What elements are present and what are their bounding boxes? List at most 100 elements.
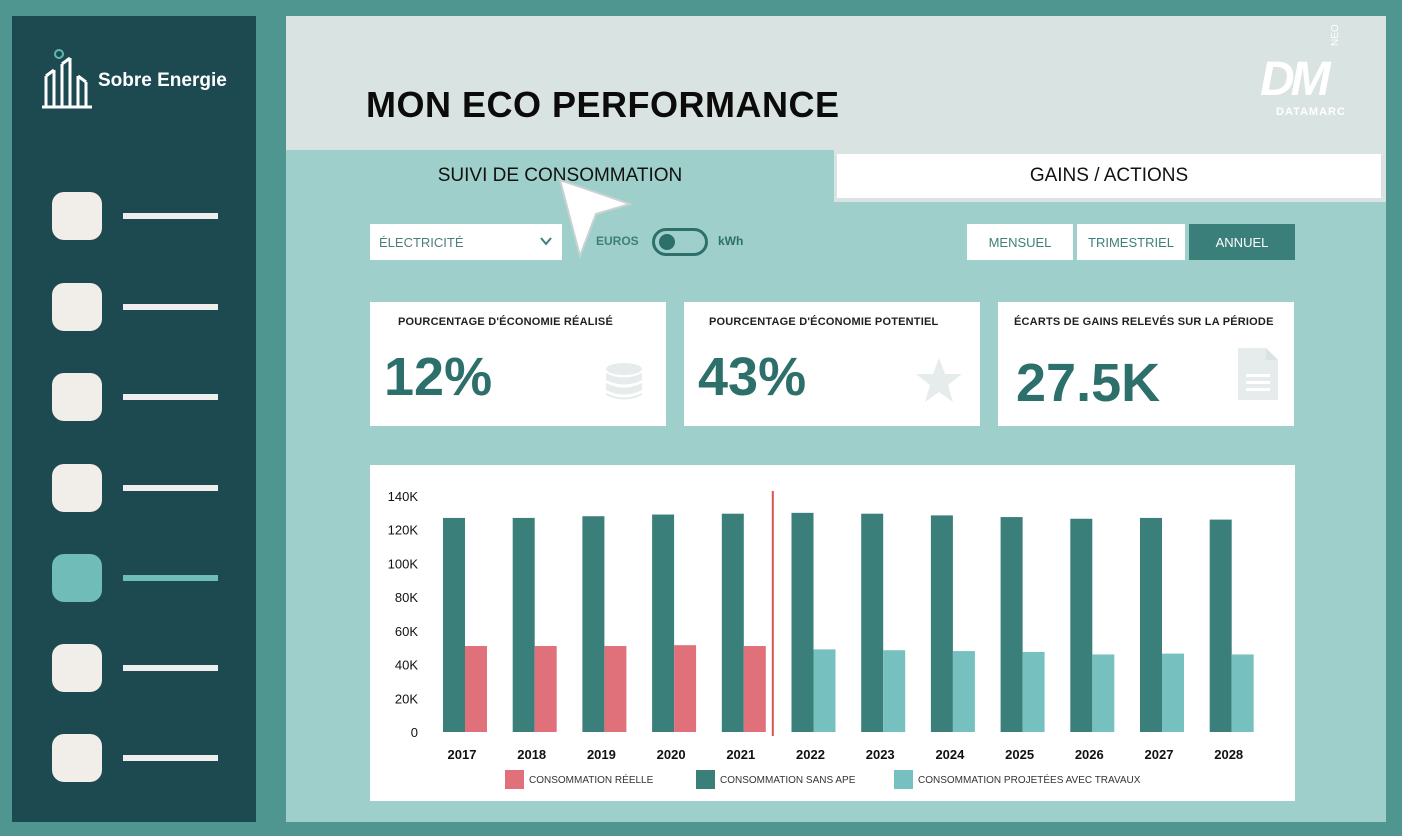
tab-gains-actions[interactable]: GAINS / ACTIONS — [837, 154, 1381, 198]
x-tick-label: 2024 — [935, 747, 965, 762]
bar-consommation-sans-ape — [930, 515, 953, 732]
sidebar-item-label-placeholder — [123, 755, 218, 761]
x-tick-label: 2028 — [1214, 747, 1243, 762]
kpi-value: 12% — [384, 347, 493, 407]
kpi-card-ecarts-gains: ÉCARTS DE GAINS RELEVÉS SUR LA PÉRIODE 2… — [998, 302, 1294, 426]
sidebar-item-icon — [52, 283, 102, 331]
logo-neo: NEO — [1330, 24, 1341, 46]
legend-label: CONSOMMATION RÉELLE — [529, 773, 654, 786]
sidebar-item-icon — [52, 464, 102, 512]
bar-consommation-reelle — [604, 646, 627, 732]
bar-consommation-reelle — [465, 646, 487, 732]
kpi-title: POURCENTAGE D'ÉCONOMIE RÉALISÉ — [398, 316, 613, 328]
sidebar: Sobre Energie — [12, 16, 256, 822]
bar-consommation-sans-ape — [1209, 519, 1232, 732]
document-icon — [1238, 348, 1278, 400]
y-tick-label: 120K — [388, 523, 419, 538]
bar-consommation-sans-ape — [652, 514, 675, 732]
bar-consommation-projetee — [883, 650, 906, 732]
period-annuel-button[interactable]: ANNUEL — [1189, 224, 1295, 260]
sidebar-item-label-placeholder — [123, 304, 218, 310]
sidebar-item-3[interactable] — [52, 373, 222, 423]
bar-consommation-projetee — [813, 649, 836, 732]
period-mensuel-button[interactable]: MENSUEL — [967, 224, 1073, 260]
chevron-down-icon — [540, 237, 552, 246]
bar-consommation-reelle — [674, 645, 697, 732]
x-tick-label: 2027 — [1145, 747, 1174, 762]
bar-consommation-projetee — [1022, 651, 1045, 732]
bar-consommation-projetee — [1092, 654, 1115, 732]
sidebar-item-6[interactable] — [52, 644, 222, 694]
x-tick-label: 2022 — [796, 747, 825, 762]
bar-consommation-sans-ape — [861, 513, 884, 732]
toggle-label-kwh: kWh — [718, 234, 744, 248]
sidebar-item-icon — [52, 734, 102, 782]
bar-consommation-sans-ape — [1140, 517, 1162, 732]
sidebar-item-label-placeholder — [123, 394, 218, 400]
toggle-label-euros: EUROS — [596, 234, 639, 248]
kpi-card-economie-realise: POURCENTAGE D'ÉCONOMIE RÉALISÉ 12% — [370, 302, 666, 426]
y-tick-label: 140K — [388, 489, 419, 504]
pointer-cursor-icon — [558, 178, 634, 260]
bar-consommation-reelle — [534, 646, 557, 732]
sidebar-item-1[interactable] — [52, 192, 222, 242]
sidebar-item-icon — [52, 644, 102, 692]
bar-consommation-sans-ape — [1070, 518, 1093, 732]
bar-consommation-sans-ape — [582, 516, 605, 732]
kpi-card-economie-potentiel: POURCENTAGE D'ÉCONOMIE POTENTIEL 43% — [684, 302, 980, 426]
brand-logo[interactable]: Sobre Energie — [42, 48, 227, 110]
kpi-title: ÉCARTS DE GAINS RELEVÉS SUR LA PÉRIODE — [1014, 316, 1274, 328]
database-icon — [606, 363, 642, 400]
period-trimestriel-button[interactable]: TRIMESTRIEL — [1077, 224, 1185, 260]
bar-consommation-projetee — [1162, 653, 1184, 732]
y-tick-label: 100K — [388, 556, 419, 571]
x-tick-label: 2023 — [866, 747, 895, 762]
toggle-knob — [659, 234, 675, 250]
kpi-value: 27.5K — [1016, 353, 1161, 413]
star-icon — [916, 358, 962, 402]
brand-name: Sobre Energie — [98, 70, 227, 91]
sidebar-item-label-placeholder — [123, 665, 218, 671]
legend-label: CONSOMMATION SANS APE — [720, 775, 856, 786]
bar-consommation-sans-ape — [791, 512, 814, 732]
sidebar-item-icon — [52, 192, 102, 240]
x-tick-label: 2019 — [587, 747, 616, 762]
sidebar-item-label-placeholder — [123, 485, 218, 491]
page-title: MON ECO PERFORMANCE — [366, 84, 840, 125]
bar-consommation-sans-ape — [443, 517, 465, 732]
y-tick-label: 40K — [395, 658, 418, 673]
tab-suivi-consommation[interactable]: SUIVI DE CONSOMMATION — [286, 150, 834, 202]
legend-swatch — [505, 770, 524, 789]
unit-toggle[interactable] — [652, 228, 708, 256]
sidebar-item-2[interactable] — [52, 283, 222, 333]
x-tick-label: 2026 — [1075, 747, 1104, 762]
consumption-bar-chart: 0 20K 40K 60K 80K 100K 120K 140K 2017 2018 2019 202… — [388, 489, 1254, 789]
header: MON ECO PERFORMANCE DM NEO DATAMARC — [286, 16, 1386, 150]
y-tick-label: 20K — [395, 691, 418, 706]
y-tick-label: 80K — [395, 590, 418, 605]
buildings-logo-icon — [42, 49, 92, 109]
legend-swatch — [894, 770, 913, 789]
sidebar-item-icon — [52, 554, 102, 602]
x-tick-label: 2025 — [1005, 747, 1034, 762]
sidebar-item-7[interactable] — [52, 734, 222, 784]
bar-consommation-sans-ape — [1000, 517, 1023, 732]
energy-select-value: ÉLECTRICITÉ — [379, 234, 464, 250]
sidebar-item-label-placeholder — [123, 575, 218, 581]
legend-label: CONSOMMATION PROJETÉES AVEC TRAVAUX — [918, 773, 1141, 786]
kpi-value: 43% — [698, 347, 807, 407]
x-tick-label: 2018 — [517, 747, 546, 762]
bar-consommation-projetee — [1231, 654, 1254, 732]
energy-select[interactable]: ÉLECTRICITÉ — [370, 224, 562, 260]
sidebar-item-label-placeholder — [123, 213, 218, 219]
main-panel: MON ECO PERFORMANCE DM NEO DATAMARC SUIV… — [286, 16, 1386, 822]
bar-consommation-reelle — [743, 646, 766, 732]
logo-name: DATAMARC — [1276, 106, 1346, 118]
x-tick-label: 2017 — [448, 747, 477, 762]
legend-swatch — [696, 770, 715, 789]
sidebar-item-4[interactable] — [52, 464, 222, 514]
y-tick-label: 0 — [411, 725, 418, 740]
sidebar-item-5-active[interactable] — [52, 554, 222, 604]
consumption-chart: 0 20K 40K 60K 80K 100K 120K 140K 2017 2018 2019 202… — [370, 465, 1295, 801]
kpi-title: POURCENTAGE D'ÉCONOMIE POTENTIEL — [709, 316, 939, 328]
